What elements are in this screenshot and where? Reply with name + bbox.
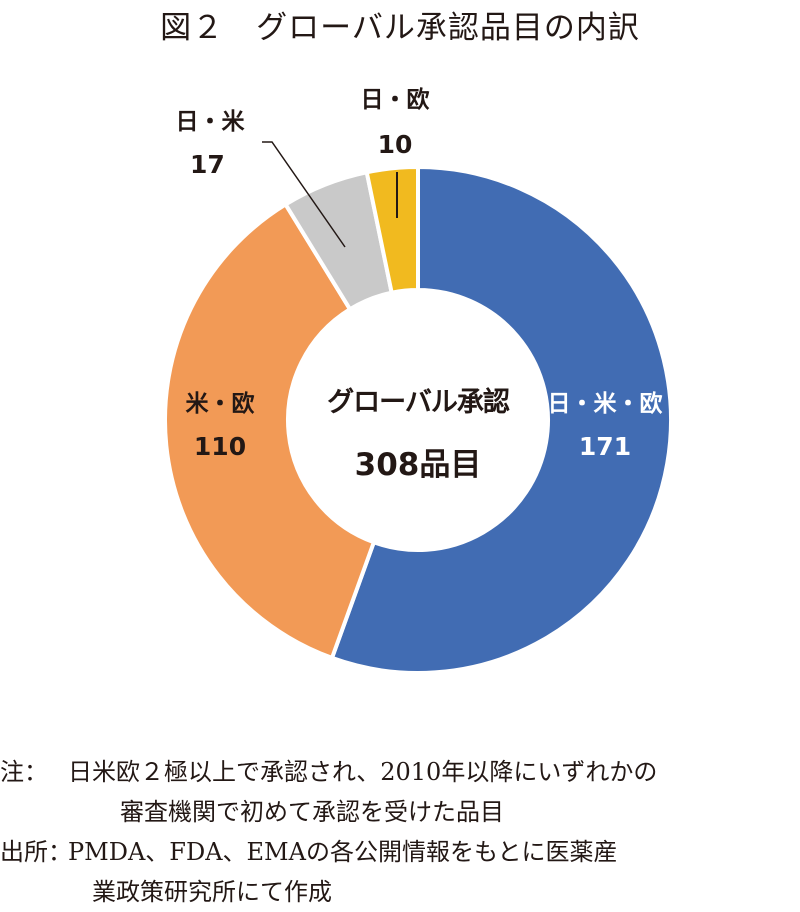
- value: 171: [578, 432, 632, 461]
- value: 110: [193, 432, 247, 461]
- center-label: グローバル承認: [327, 387, 510, 418]
- note-text-1: 日米欧２極以上で承認され、2010年以降にいずれかの: [68, 758, 658, 786]
- segment-label-jp-us: 日・米 17: [160, 102, 260, 179]
- note-continuation: 審査機関で初めて承認を受けた品目: [0, 792, 800, 832]
- source: 出所： PMDA、FDA、EMAの各公開情報をもとに医薬産: [0, 832, 800, 872]
- note-key: 注：: [0, 758, 48, 786]
- note-text-2: 審査機関で初めて承認を受けた品目: [120, 798, 504, 826]
- footnotes: 注： 日米欧２極以上で承認され、2010年以降にいずれかの 審査機関で初めて承認…: [0, 752, 800, 912]
- source-continuation: 業政策研究所にて作成: [0, 872, 800, 912]
- note: 注： 日米欧２極以上で承認され、2010年以降にいずれかの: [0, 752, 800, 792]
- category: 日・米: [175, 109, 245, 135]
- source-text-2: 業政策研究所にて作成: [92, 878, 332, 906]
- source-text-1: PMDA、FDA、EMAの各公開情報をもとに医薬産: [68, 838, 618, 866]
- segment-jp-eu: [364, 164, 420, 296]
- segment-label-jp-us-eu: 日・米・欧 171: [520, 384, 690, 461]
- segment-label-jp-eu: 日・欧 10: [340, 80, 450, 159]
- donut-chart: [163, 141, 673, 675]
- chart-title: 図２ グローバル承認品目の内訳: [160, 10, 640, 46]
- segment-us-eu: [163, 201, 377, 661]
- category: 米・欧: [185, 391, 255, 417]
- value: 10: [377, 130, 413, 159]
- value: 17: [190, 150, 225, 179]
- leader-line-jp-us: [262, 141, 346, 248]
- segment-label-us-eu: 米・欧 110: [160, 384, 280, 461]
- source-key: 出所：: [0, 838, 72, 866]
- category: 日・米・欧: [547, 391, 663, 417]
- donut-center: グローバル承認 308品目: [298, 380, 538, 484]
- segment-jp-us-eu: [329, 164, 673, 675]
- center-total: 308品目: [354, 447, 482, 483]
- category: 日・欧: [360, 87, 430, 113]
